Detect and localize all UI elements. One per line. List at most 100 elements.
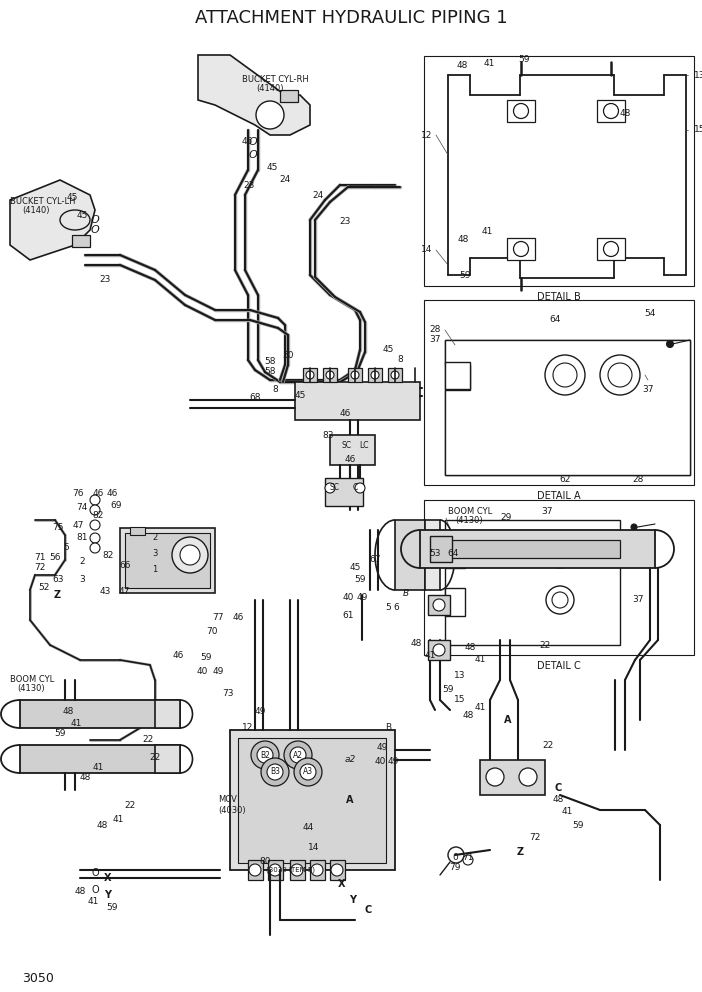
Text: 48: 48: [464, 644, 476, 653]
Text: 49: 49: [357, 593, 368, 602]
Text: C: C: [555, 783, 562, 793]
Polygon shape: [445, 520, 620, 645]
Text: 48: 48: [74, 888, 86, 897]
Text: 81: 81: [77, 533, 88, 542]
Bar: [295, 382, 420, 420]
Bar: [125, 533, 210, 588]
Circle shape: [546, 586, 574, 614]
Text: A2: A2: [293, 751, 303, 760]
Text: (4130): (4130): [17, 684, 45, 693]
Circle shape: [513, 103, 529, 118]
Text: 59: 59: [106, 904, 118, 913]
Bar: [388, 368, 402, 382]
Bar: [440, 540, 620, 558]
Text: 45: 45: [66, 193, 78, 202]
Text: a2: a2: [345, 756, 356, 765]
Bar: [310, 860, 325, 880]
Bar: [290, 860, 305, 880]
Circle shape: [448, 847, 464, 863]
Text: (4140): (4140): [22, 206, 50, 215]
Text: SC: SC: [330, 482, 340, 491]
Text: 67: 67: [369, 556, 380, 564]
Text: BOOM CYL: BOOM CYL: [10, 676, 54, 684]
Text: B: B: [403, 588, 409, 597]
Text: 45: 45: [266, 164, 278, 173]
Circle shape: [666, 340, 673, 347]
Text: 40: 40: [197, 668, 208, 677]
Text: 48: 48: [552, 796, 564, 805]
Bar: [155, 700, 180, 728]
Text: 3: 3: [79, 575, 85, 584]
Bar: [395, 520, 425, 590]
Text: 79: 79: [449, 863, 461, 873]
Text: 48: 48: [457, 235, 469, 244]
Text: 61: 61: [343, 610, 354, 619]
Text: MCV: MCV: [218, 796, 237, 805]
Text: 3: 3: [152, 549, 158, 558]
Text: 49: 49: [212, 668, 224, 677]
Text: LC: LC: [359, 440, 369, 449]
Text: 1: 1: [152, 565, 158, 574]
Text: BUCKET CYL-LH: BUCKET CYL-LH: [10, 197, 76, 206]
Text: 47: 47: [119, 587, 130, 596]
Text: 72: 72: [34, 563, 46, 572]
Bar: [72, 235, 90, 247]
Bar: [238, 738, 386, 863]
Text: 59: 59: [54, 729, 66, 738]
Text: Y: Y: [105, 890, 112, 900]
Text: 28: 28: [633, 475, 644, 484]
Text: 41: 41: [475, 656, 486, 665]
Text: O: O: [249, 137, 258, 147]
Text: 37: 37: [429, 335, 441, 344]
Text: Z: Z: [517, 847, 524, 857]
Circle shape: [90, 495, 100, 505]
Text: 77: 77: [212, 613, 224, 623]
Circle shape: [90, 520, 100, 530]
Circle shape: [90, 543, 100, 553]
Text: 59: 59: [518, 56, 530, 64]
Bar: [20, 745, 180, 773]
Text: 5: 5: [385, 603, 391, 612]
Text: 71: 71: [462, 853, 474, 862]
Text: 45: 45: [383, 345, 394, 354]
Bar: [445, 540, 465, 568]
Circle shape: [311, 864, 323, 876]
Text: 64: 64: [447, 549, 458, 558]
Text: 70: 70: [206, 628, 218, 637]
Text: 23: 23: [244, 181, 255, 189]
Text: O: O: [91, 215, 100, 225]
Text: 46: 46: [339, 409, 351, 418]
Bar: [425, 520, 440, 590]
Circle shape: [172, 537, 208, 573]
Text: 63: 63: [52, 575, 64, 584]
Text: 59: 59: [355, 575, 366, 584]
Circle shape: [604, 241, 618, 257]
Polygon shape: [445, 340, 690, 475]
Text: 68: 68: [249, 394, 260, 403]
Text: 41: 41: [482, 227, 493, 236]
Text: 41: 41: [70, 718, 81, 727]
Text: 49: 49: [376, 743, 388, 753]
Circle shape: [257, 747, 273, 763]
Text: 74: 74: [77, 503, 88, 512]
Text: SC: SC: [342, 440, 352, 449]
Bar: [368, 368, 382, 382]
Text: 37: 37: [541, 508, 552, 517]
Text: 12: 12: [242, 723, 253, 732]
Text: (4130): (4130): [455, 517, 483, 526]
Bar: [325, 478, 363, 506]
Text: 23: 23: [339, 217, 351, 226]
Text: A: A: [346, 795, 354, 805]
Text: Z: Z: [53, 590, 60, 600]
Text: A: A: [504, 715, 512, 725]
Text: X: X: [338, 879, 346, 889]
Text: 22: 22: [124, 801, 135, 809]
Text: 59: 59: [572, 820, 584, 829]
Circle shape: [371, 371, 379, 379]
Polygon shape: [198, 55, 310, 135]
Text: 13: 13: [454, 671, 465, 680]
Bar: [303, 368, 317, 382]
Text: 15: 15: [694, 126, 702, 135]
Polygon shape: [10, 180, 95, 260]
Bar: [597, 100, 625, 122]
